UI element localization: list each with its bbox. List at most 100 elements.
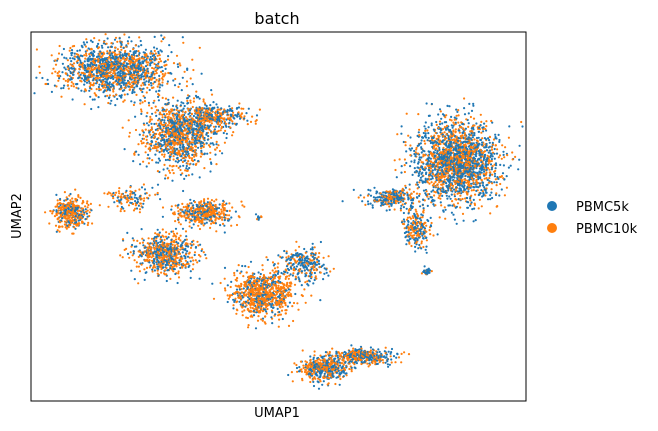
scatter-point xyxy=(231,134,234,137)
scatter-point xyxy=(313,354,316,357)
scatter-point xyxy=(74,55,77,58)
scatter-point xyxy=(167,262,170,265)
scatter-point xyxy=(250,296,253,299)
scatter-point xyxy=(179,168,182,172)
scatter-point xyxy=(441,122,444,125)
scatter-point xyxy=(453,138,456,141)
scatter-point xyxy=(116,40,119,43)
scatter-point xyxy=(175,164,178,168)
scatter-point xyxy=(369,194,373,197)
scatter-point xyxy=(238,300,241,303)
scatter-point xyxy=(121,256,124,259)
scatter-point xyxy=(475,189,478,192)
scatter-point xyxy=(437,196,440,199)
scatter-point xyxy=(246,119,249,122)
scatter-point xyxy=(98,39,101,42)
scatter-point xyxy=(155,78,158,81)
scatter-point xyxy=(489,212,492,215)
scatter-point xyxy=(163,113,166,116)
scatter-point xyxy=(144,145,147,148)
scatter-point xyxy=(488,177,491,180)
scatter-point xyxy=(489,171,492,174)
scatter-point xyxy=(436,233,439,236)
scatter-point xyxy=(377,196,380,199)
scatter-point xyxy=(156,272,159,275)
scatter-point xyxy=(154,143,158,146)
scatter-point xyxy=(114,104,117,107)
scatter-point xyxy=(134,207,137,210)
scatter-point xyxy=(88,89,91,92)
scatter-point xyxy=(359,194,362,197)
scatter-point xyxy=(292,272,295,275)
scatter-point xyxy=(174,160,177,163)
scatter-point xyxy=(161,72,164,76)
scatter-point xyxy=(281,317,284,321)
scatter-point xyxy=(158,54,161,57)
scatter-point xyxy=(231,107,234,110)
scatter-point xyxy=(54,59,57,62)
scatter-point xyxy=(250,281,253,284)
scatter-point xyxy=(197,224,200,227)
scatter-point xyxy=(129,50,132,53)
scatter-point xyxy=(453,205,456,208)
scatter-point xyxy=(226,300,229,304)
scatter-point xyxy=(86,223,89,227)
scatter-point xyxy=(166,167,169,170)
scatter-point xyxy=(223,231,226,234)
scatter-point xyxy=(168,169,171,172)
scatter-point xyxy=(394,168,397,172)
scatter-point xyxy=(164,174,167,177)
scatter-point xyxy=(223,216,226,219)
scatter-point xyxy=(112,90,115,93)
scatter-point xyxy=(121,238,125,241)
scatter-point xyxy=(271,322,274,325)
scatter-point xyxy=(162,235,165,238)
scatter-point xyxy=(430,124,433,127)
scatter-point xyxy=(238,216,241,219)
scatter-point xyxy=(145,142,148,145)
scatter-point xyxy=(225,118,228,121)
scatter-point xyxy=(79,196,82,199)
scatter-point xyxy=(192,243,195,246)
scatter-point xyxy=(291,305,294,308)
scatter-point xyxy=(332,267,335,270)
scatter-point xyxy=(412,190,415,193)
scatter-point xyxy=(409,165,412,168)
scatter-point xyxy=(152,70,155,73)
scatter-point xyxy=(304,366,307,369)
scatter-point xyxy=(438,148,441,151)
scatter-point xyxy=(151,159,154,162)
scatter-point xyxy=(303,247,306,251)
scatter-point xyxy=(203,121,206,124)
scatter-point xyxy=(223,266,227,269)
scatter-point xyxy=(456,110,459,113)
scatter-point xyxy=(68,75,71,78)
scatter-point xyxy=(502,153,505,156)
scatter-point xyxy=(176,281,179,285)
scatter-point xyxy=(61,62,64,65)
scatter-point xyxy=(298,245,301,248)
scatter-point xyxy=(451,126,454,129)
scatter-point xyxy=(177,210,180,213)
scatter-point xyxy=(417,131,420,134)
scatter-point xyxy=(495,192,498,195)
scatter-point xyxy=(209,151,212,154)
scatter-point xyxy=(185,235,188,238)
scatter-point xyxy=(316,258,319,261)
scatter-point xyxy=(277,262,280,265)
scatter-point xyxy=(70,49,74,52)
scatter-point xyxy=(125,44,128,47)
scatter-point xyxy=(208,120,211,124)
scatter-point xyxy=(240,288,243,291)
scatter-point xyxy=(104,33,107,36)
scatter-point xyxy=(293,266,296,269)
scatter-point xyxy=(468,178,471,181)
scatter-point xyxy=(448,105,451,108)
scatter-point xyxy=(334,382,337,386)
scatter-point xyxy=(58,44,61,48)
scatter-point xyxy=(167,126,170,129)
scatter-point xyxy=(283,273,286,276)
scatter-point xyxy=(303,269,306,272)
scatter-point xyxy=(152,67,156,70)
scatter-point xyxy=(191,105,194,109)
